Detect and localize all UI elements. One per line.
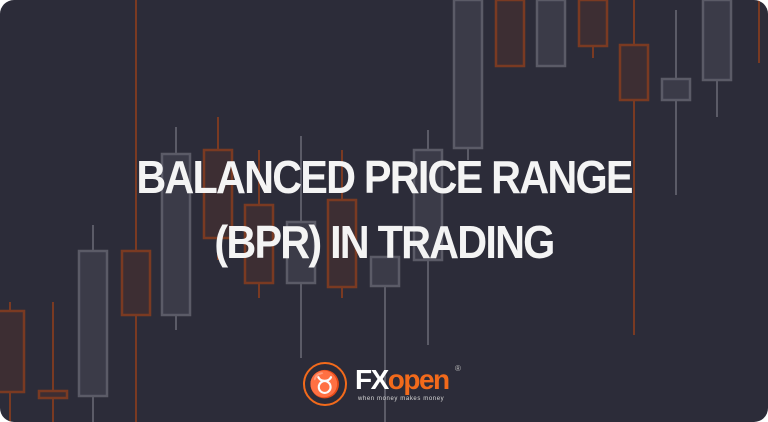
brand-open: open — [387, 364, 450, 395]
title-line-2: (BPR) IN TRADING — [214, 216, 555, 268]
candle-body — [37, 389, 69, 400]
candle-body — [77, 249, 109, 398]
candle-body — [369, 255, 401, 288]
candle-body — [660, 77, 692, 102]
brand-fx: FX — [355, 364, 389, 395]
candle-body — [202, 148, 234, 240]
candle-body — [701, 0, 733, 82]
candle-body — [243, 203, 275, 285]
candle-body — [120, 249, 152, 317]
registered-mark: ® — [455, 364, 461, 373]
candle-body — [535, 0, 567, 68]
fxopen-logo: ♉ FXopen ® when money makes money — [303, 360, 473, 410]
bull-head-icon: ♉ — [303, 362, 347, 406]
candle-body — [452, 0, 484, 150]
candle-body — [160, 152, 192, 317]
candle-body — [0, 309, 26, 394]
candle-body — [618, 43, 650, 102]
candle-body — [494, 0, 526, 68]
brand-name: FXopen — [355, 364, 450, 395]
candle-body — [285, 220, 317, 285]
candle-body — [326, 198, 358, 289]
logo-tagline: when money makes money — [358, 396, 445, 402]
candle-body — [412, 148, 444, 262]
candle-body — [577, 0, 609, 48]
title-line-1: BALANCED PRICE RANGE — [136, 151, 633, 203]
